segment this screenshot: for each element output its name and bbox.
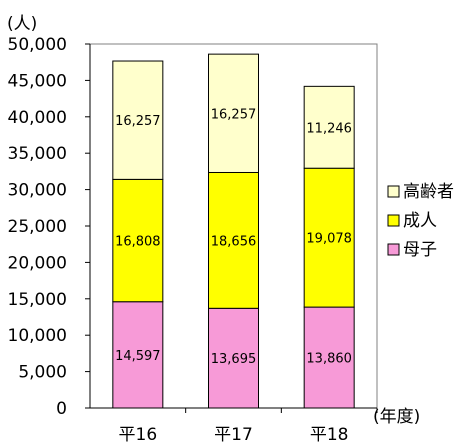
- y-axis-unit: (人): [7, 14, 37, 34]
- y-tick-label: 40,000: [8, 108, 67, 128]
- y-tick-label: 20,000: [8, 253, 67, 273]
- bar-segment: [112, 60, 164, 180]
- legend-swatch: [387, 185, 400, 198]
- y-tick-label: 15,000: [8, 290, 67, 310]
- y-tick-label: 0: [56, 399, 67, 419]
- x-tick-label: 平17: [214, 425, 253, 443]
- data-label: 16,257: [115, 114, 161, 129]
- x-tick-label: 平16: [119, 425, 158, 443]
- bar-segment: [303, 167, 355, 308]
- x-tick-label: 平18: [310, 425, 349, 443]
- data-label: 11,246: [306, 121, 352, 136]
- bar-segment: [303, 306, 355, 409]
- y-tick-label: 10,000: [8, 326, 67, 346]
- bars: 14,597 16,808 16,257 13,695 18,656 16,257 13,8…: [112, 53, 355, 409]
- y-tick-label: 45,000: [8, 71, 67, 91]
- bar-segment: [208, 53, 259, 173]
- data-label: 19,078: [306, 232, 352, 247]
- data-label: 13,860: [306, 352, 352, 367]
- y-tick-label: 35,000: [8, 144, 67, 164]
- bar-segment: [112, 301, 164, 409]
- y-tick-label: 25,000: [8, 217, 67, 237]
- bar-segment: [303, 85, 355, 169]
- y-tick-label: 30,000: [8, 181, 67, 201]
- legend-swatch: [387, 243, 400, 256]
- data-label: 18,656: [211, 234, 257, 249]
- legend-label: 成人: [403, 211, 437, 231]
- y-tick-label: 5,000: [18, 363, 67, 383]
- legend-label: 母子: [403, 240, 437, 260]
- data-label: 13,695: [211, 352, 257, 367]
- legend-swatch: [387, 214, 400, 227]
- legend-label: 高齢者: [403, 182, 454, 202]
- bar-segment: [112, 178, 164, 303]
- x-axis-unit: (年度): [373, 407, 420, 427]
- data-label: 14,597: [115, 349, 161, 364]
- y-tick-label: 50,000: [8, 35, 67, 55]
- bar-segment: [208, 307, 259, 409]
- data-label: 16,808: [115, 235, 161, 250]
- x-axis-tick-labels: 平16 平17 平18: [119, 408, 378, 443]
- data-label: 16,257: [211, 107, 257, 122]
- y-axis-ticks: 0 5,000 10,000 15,000 20,000 25,000 30,000 35,0…: [8, 35, 90, 419]
